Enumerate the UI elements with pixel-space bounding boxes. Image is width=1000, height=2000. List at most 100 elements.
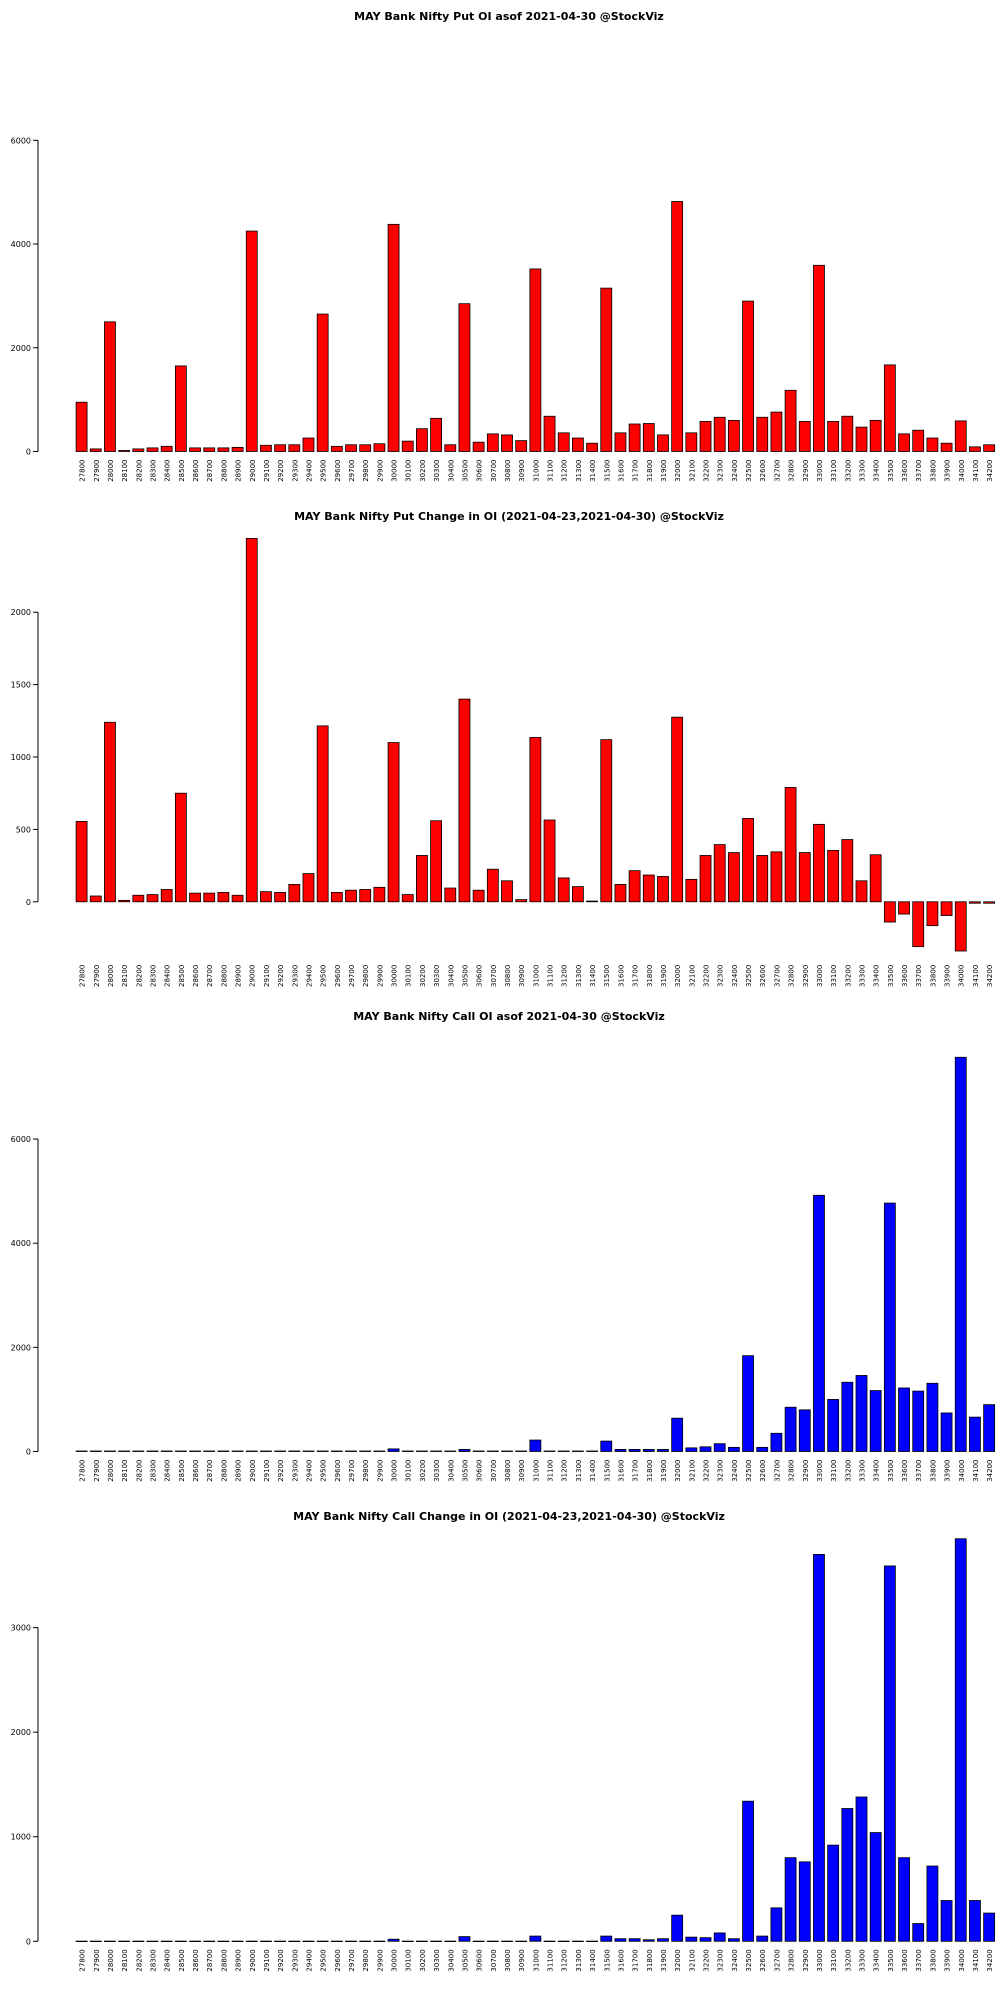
x-tick-label: 32900 <box>802 1460 810 1482</box>
x-tick-label: 32000 <box>674 1949 682 1971</box>
x-tick-label: 31300 <box>575 965 583 987</box>
x-tick-label: 30800 <box>504 1949 512 1971</box>
bar <box>359 889 372 903</box>
x-tick-label: 30400 <box>447 460 455 482</box>
bar <box>742 1800 754 1942</box>
x-tick-label: 32100 <box>688 460 696 482</box>
x-tick-label: 31400 <box>589 1460 597 1482</box>
x-tick-label: 32300 <box>717 965 725 987</box>
bar <box>813 1194 825 1452</box>
x-tick-label: 32200 <box>703 460 711 482</box>
bar <box>614 1449 627 1452</box>
bar <box>401 440 414 452</box>
bar <box>543 1940 556 1942</box>
chart-title: MAY Bank Nifty Put OI asof 2021-04-30 @S… <box>354 10 664 23</box>
x-tick-label: 29000 <box>249 460 257 482</box>
x-tick-label: 32400 <box>731 460 739 482</box>
x-tick-label: 32200 <box>703 965 711 987</box>
x-tick-label: 33400 <box>873 460 881 482</box>
bar <box>316 1940 329 1942</box>
bar <box>359 1450 372 1452</box>
bar <box>614 884 627 903</box>
bar <box>912 1923 925 1942</box>
bar <box>89 1450 102 1452</box>
bar <box>118 450 131 452</box>
x-tick-label: 29300 <box>291 1949 299 1971</box>
bar <box>231 446 244 452</box>
x-tick-label: 28400 <box>164 1949 172 1971</box>
x-tick-label: 32500 <box>745 460 753 482</box>
bar <box>940 1412 953 1452</box>
bar <box>827 1844 840 1942</box>
x-tick-label: 28900 <box>235 1949 243 1971</box>
x-tick-label: 32500 <box>745 965 753 987</box>
bar <box>898 1857 910 1942</box>
x-tick-label: 29300 <box>291 460 299 482</box>
x-tick-label: 32100 <box>688 1460 696 1482</box>
x-tick-label: 33100 <box>830 460 838 482</box>
x-tick-label: 33900 <box>944 460 952 482</box>
bar <box>983 1404 996 1452</box>
bar <box>245 1450 258 1452</box>
x-tick-label: 32500 <box>745 1460 753 1482</box>
bar <box>855 1375 868 1452</box>
x-tick-label: 31100 <box>547 965 555 987</box>
x-tick-label: 27900 <box>93 1949 101 1971</box>
x-tick-label: 31800 <box>646 460 654 482</box>
x-tick-label: 32700 <box>773 1460 781 1482</box>
bar <box>529 1439 542 1452</box>
x-tick-label: 30700 <box>490 965 498 987</box>
bar <box>501 1940 513 1942</box>
bar <box>430 820 443 903</box>
chart: MAY Bank Nifty Call OI asof 2021-04-30 @… <box>11 1010 996 1482</box>
x-tick-label: 30500 <box>461 1949 469 1971</box>
x-tick-label: 31000 <box>532 965 540 987</box>
x-tick-label: 33300 <box>859 1949 867 1971</box>
x-tick-label: 27800 <box>79 1460 87 1482</box>
bar <box>600 1440 613 1452</box>
bar <box>586 442 598 452</box>
bar <box>699 1446 712 1452</box>
bar <box>345 444 357 452</box>
bar <box>841 1808 854 1942</box>
x-tick-label: 34100 <box>972 460 980 482</box>
bar <box>416 1450 428 1452</box>
x-tick-label: 29000 <box>249 1949 257 1971</box>
bar <box>699 1937 712 1942</box>
x-tick-label: 33300 <box>859 1460 867 1482</box>
x-tick-label: 33700 <box>915 1460 923 1482</box>
bar <box>969 901 981 904</box>
x-tick-label: 28500 <box>178 1460 186 1482</box>
bar <box>330 445 343 452</box>
x-tick-label: 33100 <box>830 1460 838 1482</box>
x-tick-label: 34200 <box>986 460 994 482</box>
bar <box>756 1446 769 1452</box>
bar <box>784 787 797 903</box>
bar <box>260 444 272 452</box>
bar <box>104 321 116 452</box>
bar <box>657 1938 669 1942</box>
bar <box>770 1907 783 1942</box>
x-tick-label: 30300 <box>433 1949 441 1971</box>
bar <box>841 415 854 452</box>
bar <box>260 1450 272 1452</box>
x-tick-label: 31600 <box>617 965 625 987</box>
x-tick-label: 29200 <box>277 965 285 987</box>
x-tick-label: 30400 <box>447 1949 455 1971</box>
x-tick-label: 29700 <box>348 965 356 987</box>
x-tick-label: 28600 <box>192 460 200 482</box>
bar <box>841 839 854 903</box>
bar <box>657 434 669 452</box>
x-tick-label: 30500 <box>461 965 469 987</box>
bar <box>529 268 542 452</box>
bar <box>373 1940 386 1942</box>
x-tick-label: 34000 <box>958 1460 966 1482</box>
x-tick-label: 28200 <box>135 965 143 987</box>
x-tick-label: 33200 <box>844 1460 852 1482</box>
bar <box>189 1940 201 1942</box>
x-tick-label: 31100 <box>547 1949 555 1971</box>
x-tick-label: 28200 <box>135 460 143 482</box>
x-tick-label: 31000 <box>532 1460 540 1482</box>
bar <box>472 1450 485 1452</box>
bar <box>416 855 428 903</box>
